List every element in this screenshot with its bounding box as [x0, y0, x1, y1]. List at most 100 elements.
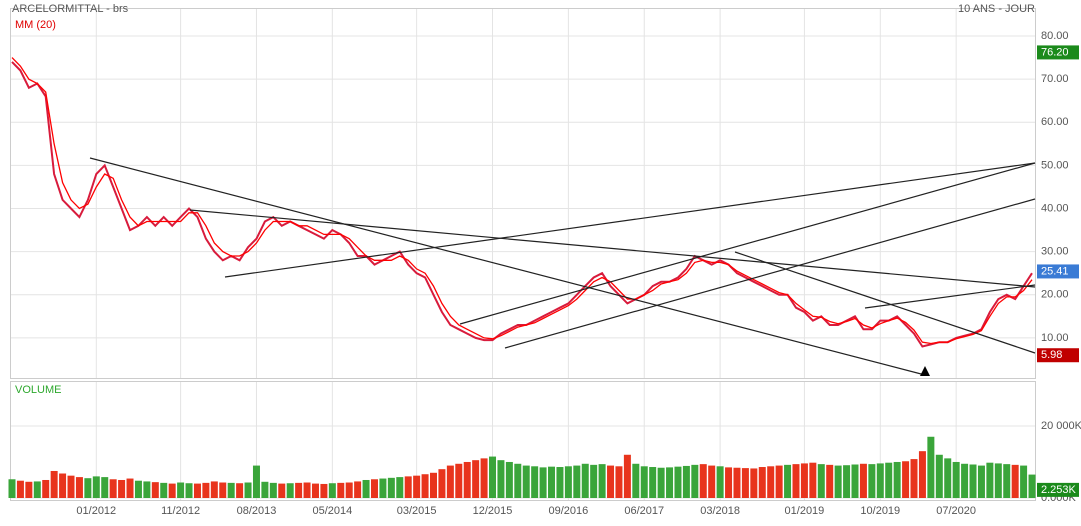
volume-bar: [598, 464, 606, 498]
volume-bar: [59, 473, 67, 498]
volume-bar: [202, 482, 210, 498]
x-tick-label: 03/2015: [397, 505, 437, 517]
volume-bar: [16, 480, 24, 498]
volume-bar: [725, 467, 733, 498]
volume-bar: [902, 461, 910, 498]
trendline: [864, 284, 1036, 309]
volume-bar: [1011, 464, 1019, 498]
volume-bar: [236, 483, 244, 498]
volume-bar: [649, 467, 657, 498]
volume-bar: [33, 481, 41, 498]
volume-bar: [927, 436, 935, 498]
volume-bar: [160, 482, 168, 498]
arrow-marker: [920, 366, 930, 376]
volume-bar: [573, 465, 581, 498]
volume-bar: [210, 481, 218, 498]
volume-bar: [834, 465, 842, 498]
volume-bar: [800, 463, 808, 498]
volume-title: VOLUME: [15, 384, 61, 396]
volume-bar: [404, 476, 412, 498]
volume-bar: [320, 483, 328, 498]
volume-bar: [792, 464, 800, 498]
x-tick-label: 03/2018: [700, 505, 740, 517]
volume-bar: [219, 482, 227, 498]
y-tick-label: 50.00: [1041, 159, 1069, 171]
volume-bar: [817, 464, 825, 498]
trendline: [224, 162, 1036, 278]
volume-bar: [354, 481, 362, 498]
volume-bar: [910, 459, 918, 498]
volume-bar: [303, 482, 311, 498]
trendline: [459, 162, 1036, 325]
volume-bar: [379, 478, 387, 498]
volume-bar: [514, 463, 522, 498]
volume-bar: [193, 483, 201, 498]
volume-bar: [67, 475, 75, 498]
volume-bar: [564, 466, 572, 498]
legend-ma: MM (20): [15, 19, 56, 31]
chart-title: ARCELORMITTAL - brs: [12, 3, 129, 15]
ma-line: [11, 57, 1033, 345]
volume-bar: [859, 463, 867, 498]
volume-bar: [548, 466, 556, 498]
volume-bar: [708, 465, 716, 498]
volume-bar: [109, 479, 117, 498]
value-tag: [1037, 45, 1079, 60]
trendline: [89, 157, 926, 376]
volume-bar: [977, 465, 985, 498]
volume-bar: [177, 482, 185, 498]
volume-bar: [767, 466, 775, 498]
volume-bar: [295, 482, 303, 498]
volume-bar: [640, 466, 648, 498]
volume-bar: [269, 482, 277, 498]
volume-bar: [497, 460, 505, 498]
volume-bar: [311, 483, 319, 498]
value-tag-label: 5.98: [1041, 349, 1062, 361]
volume-bar: [126, 478, 134, 498]
volume-bar: [581, 463, 589, 498]
volume-bar: [885, 462, 893, 498]
volume-bar: [784, 464, 792, 498]
volume-bar: [370, 479, 378, 498]
x-tick-label: 08/2013: [237, 505, 277, 517]
volume-bar: [50, 470, 58, 498]
volume-bar: [42, 479, 50, 498]
volume-bar: [489, 456, 497, 498]
volume-bar: [362, 479, 370, 498]
volume-bar: [952, 461, 960, 498]
period-label: 10 ANS - JOUR: [958, 3, 1035, 15]
volume-bar: [252, 465, 260, 498]
volume-bar: [337, 482, 345, 498]
volume-bar: [657, 467, 665, 498]
volume-bar: [396, 477, 404, 498]
x-tick-label: 01/2012: [76, 505, 116, 517]
price-line: [11, 61, 1033, 348]
volume-bar: [227, 482, 235, 498]
volume-bar: [843, 465, 851, 498]
volume-bar: [961, 463, 969, 498]
value-tag: [1037, 482, 1079, 497]
trendline: [189, 209, 1036, 288]
volume-bar: [101, 477, 109, 498]
volume-bar: [75, 477, 83, 498]
y-tick-label: 30.00: [1041, 246, 1069, 258]
volume-bar: [413, 475, 421, 498]
volume-bar: [185, 483, 193, 498]
volume-bar: [741, 468, 749, 498]
volume-bar: [345, 482, 353, 498]
volume-bar: [261, 481, 269, 498]
value-tag-label: 25.41: [1041, 265, 1069, 277]
volume-bar: [522, 465, 530, 498]
x-tick-label: 09/2016: [548, 505, 588, 517]
trendlines: [89, 157, 1036, 376]
volume-bar: [691, 464, 699, 498]
trendline: [504, 198, 1036, 349]
y-tick-label: 20 000K: [1041, 420, 1081, 432]
x-tick-label: 10/2019: [860, 505, 900, 517]
volume-bar: [92, 476, 100, 498]
volume-bar: [682, 465, 690, 498]
y-tick-label: 80.00: [1041, 30, 1069, 42]
volume-bar: [480, 458, 488, 498]
volume-bar: [1003, 464, 1011, 498]
